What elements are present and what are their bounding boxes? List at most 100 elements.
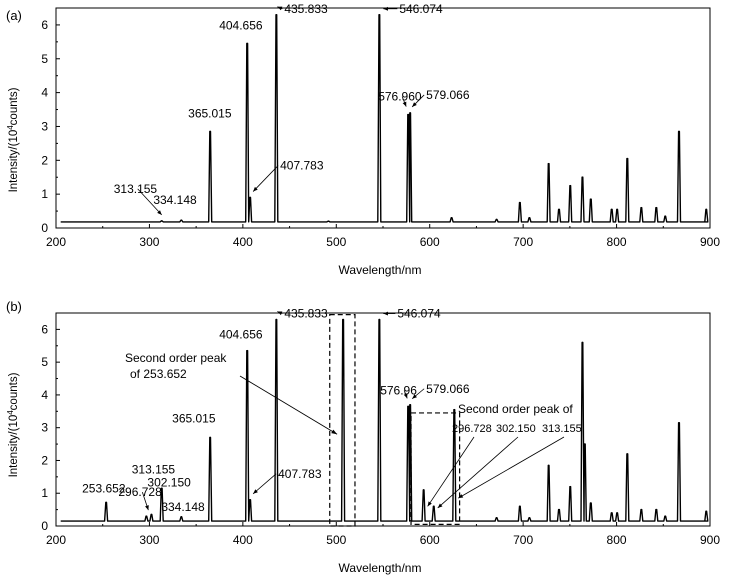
panel-a-peak-point: [495, 218, 498, 221]
panel-a-peak-arrowhead: [412, 102, 417, 107]
panel-b-peak-label: 407.783: [278, 467, 322, 481]
panel-b-peak-point: [678, 421, 680, 424]
panel-b-callout-sublabel: 302.150: [496, 423, 536, 435]
panel-b-callout-line: [458, 436, 565, 499]
panel-b-xtick-label: 300: [139, 533, 159, 547]
panel-b-peak-point: [407, 405, 409, 408]
panel-a-peak-point: [581, 176, 584, 179]
panel-a-peak-point: [160, 220, 163, 222]
panel-b-peak-point: [664, 515, 667, 517]
svg-text:Intensity/(104counts): Intensity/(104counts): [6, 87, 21, 192]
panel-b-callout-text: of 253.652: [130, 367, 187, 381]
panel-b-peak-point: [209, 436, 211, 439]
panel-b-peak-label: 579.066: [426, 382, 470, 396]
panel-b-peak-label: 435.833: [284, 307, 328, 321]
panel-a-ytick-label: 5: [41, 52, 48, 66]
panel-b-callout-line: [427, 436, 475, 507]
panel-a-peak-point: [547, 162, 550, 165]
panel-b-xtick-label: 400: [233, 533, 253, 547]
panel-b-peak-point: [432, 505, 435, 508]
panel-a-peak-arrowhead: [383, 6, 388, 11]
panel-b-peak-point: [409, 403, 411, 406]
panel-b-xtick-label: 900: [700, 533, 720, 547]
panel-a-peak-label: 579.066: [426, 88, 470, 102]
panel-b-peak-point: [640, 508, 643, 511]
panel-a-xlabel: Wavelength/nm: [339, 263, 422, 277]
panel-a-peak-arrowhead: [157, 210, 162, 215]
panel-b-peak-point: [519, 505, 521, 508]
panel-b-dashed-box: [329, 314, 356, 527]
panel-b-peak-label: 404.656: [219, 328, 263, 342]
panel-b-xtick-label: 800: [607, 533, 627, 547]
panel-a-peak-label: 407.783: [280, 159, 324, 173]
panel-b-peak-point: [705, 510, 708, 513]
panel-a-peak-point: [407, 113, 409, 116]
panel-a-peak-arrowhead: [277, 6, 283, 11]
panel-a-xtick-label: 400: [233, 235, 253, 249]
panel-b-peak-point: [378, 318, 381, 321]
panel-a-ytick-label: 0: [41, 221, 48, 235]
panel-b-callout-arrowhead: [458, 494, 464, 499]
panel-a-peak-label: 546.074: [399, 2, 443, 16]
panel-b-callout-arrowhead: [331, 429, 338, 435]
panel-b-peak-label: 365.015: [172, 412, 216, 426]
panel-a-ylabel: Intensity/(104counts): [6, 87, 21, 192]
svg-text:Intensity/(104counts): Intensity/(104counts): [6, 372, 21, 477]
panel-b-peak-point: [655, 508, 658, 511]
panel-b-peak-arrowhead: [145, 505, 149, 511]
panel-a-peak-point: [705, 208, 708, 211]
panel-a: (a) Intensity/(104counts) Wavelength/nm …: [6, 2, 721, 277]
panel-a-peak-label: 365.015: [188, 107, 232, 121]
panel-a-peak-label: 576.960: [378, 90, 422, 104]
panel-b-peak-label: 576.96: [380, 383, 417, 397]
panel-b-ylabel: Intensity/(104counts): [6, 372, 21, 477]
panel-a-xtick-label: 300: [139, 235, 159, 249]
panel-a-peak-point: [327, 220, 330, 223]
panel-a-plot: 200 300 400 500 600 700 800 900 0 1 2 3 4 5 6 313.15533…: [41, 2, 720, 249]
panel-a-peak-arrowhead: [253, 186, 258, 192]
panel-b-ylabel-sup: 4: [6, 410, 15, 415]
panel-b-peak-label: 253.652: [82, 481, 126, 495]
panel-b-peak-point: [495, 517, 498, 519]
panel-b-dashed-box: [410, 412, 461, 525]
panel-b-peak-point: [246, 349, 249, 352]
panel-b-ytick-label: 3: [41, 421, 48, 435]
panel-b-peak-arrowhead: [253, 489, 258, 494]
panel-b-peak-label: 296.728: [118, 485, 162, 499]
panel-b-peak-point: [342, 318, 344, 321]
panel-b-peak-point: [105, 501, 107, 504]
panel-b-xtick-label: 200: [46, 533, 66, 547]
panel-b-xlabel: Wavelength/nm: [339, 561, 422, 575]
panel-b-peak-point: [610, 512, 613, 514]
panel-b-peak-point: [616, 512, 618, 514]
panel-a-xtick-label: 700: [513, 235, 533, 249]
panel-b-callout-text: Second order peak: [125, 351, 227, 365]
panel-a-xtick-label: 800: [607, 235, 627, 249]
panel-b-callout-line: [239, 375, 338, 435]
panel-b-peak-label: 334.148: [161, 500, 205, 514]
panel-a-xtick-label: 500: [326, 235, 346, 249]
panel-b-peak-point: [275, 318, 278, 321]
panel-b-ytick-label: 4: [41, 388, 48, 402]
panel-a-peak-point: [589, 198, 592, 201]
panel-b-ylabel-main: Intensity/(10: [8, 415, 20, 478]
panel-a-peak-point: [678, 130, 680, 133]
panel-a-peak-label: 313.155: [114, 182, 158, 196]
panel-b-peak-point: [547, 464, 550, 467]
panel-b-callout-arrowhead: [427, 501, 432, 507]
panel-b-peak-arrow: [252, 473, 277, 495]
panel-b-peak-point: [558, 508, 560, 511]
panel-a-peak-point: [450, 217, 453, 219]
panel-a-xtick-label: 200: [46, 235, 66, 249]
panel-b-callout-text: Second order peak of: [458, 402, 573, 416]
panel-b-xtick-label: 600: [420, 533, 440, 547]
panel-b-peak-point: [150, 513, 153, 516]
panel-b-callout-arrowhead: [437, 503, 443, 508]
panel-b-peak-point: [569, 485, 572, 488]
panel-a-peak-point: [409, 112, 411, 114]
panel-b-peak-point: [626, 453, 629, 455]
panel-b-peak-point: [249, 498, 251, 501]
panel-a-label: (a): [6, 8, 22, 23]
